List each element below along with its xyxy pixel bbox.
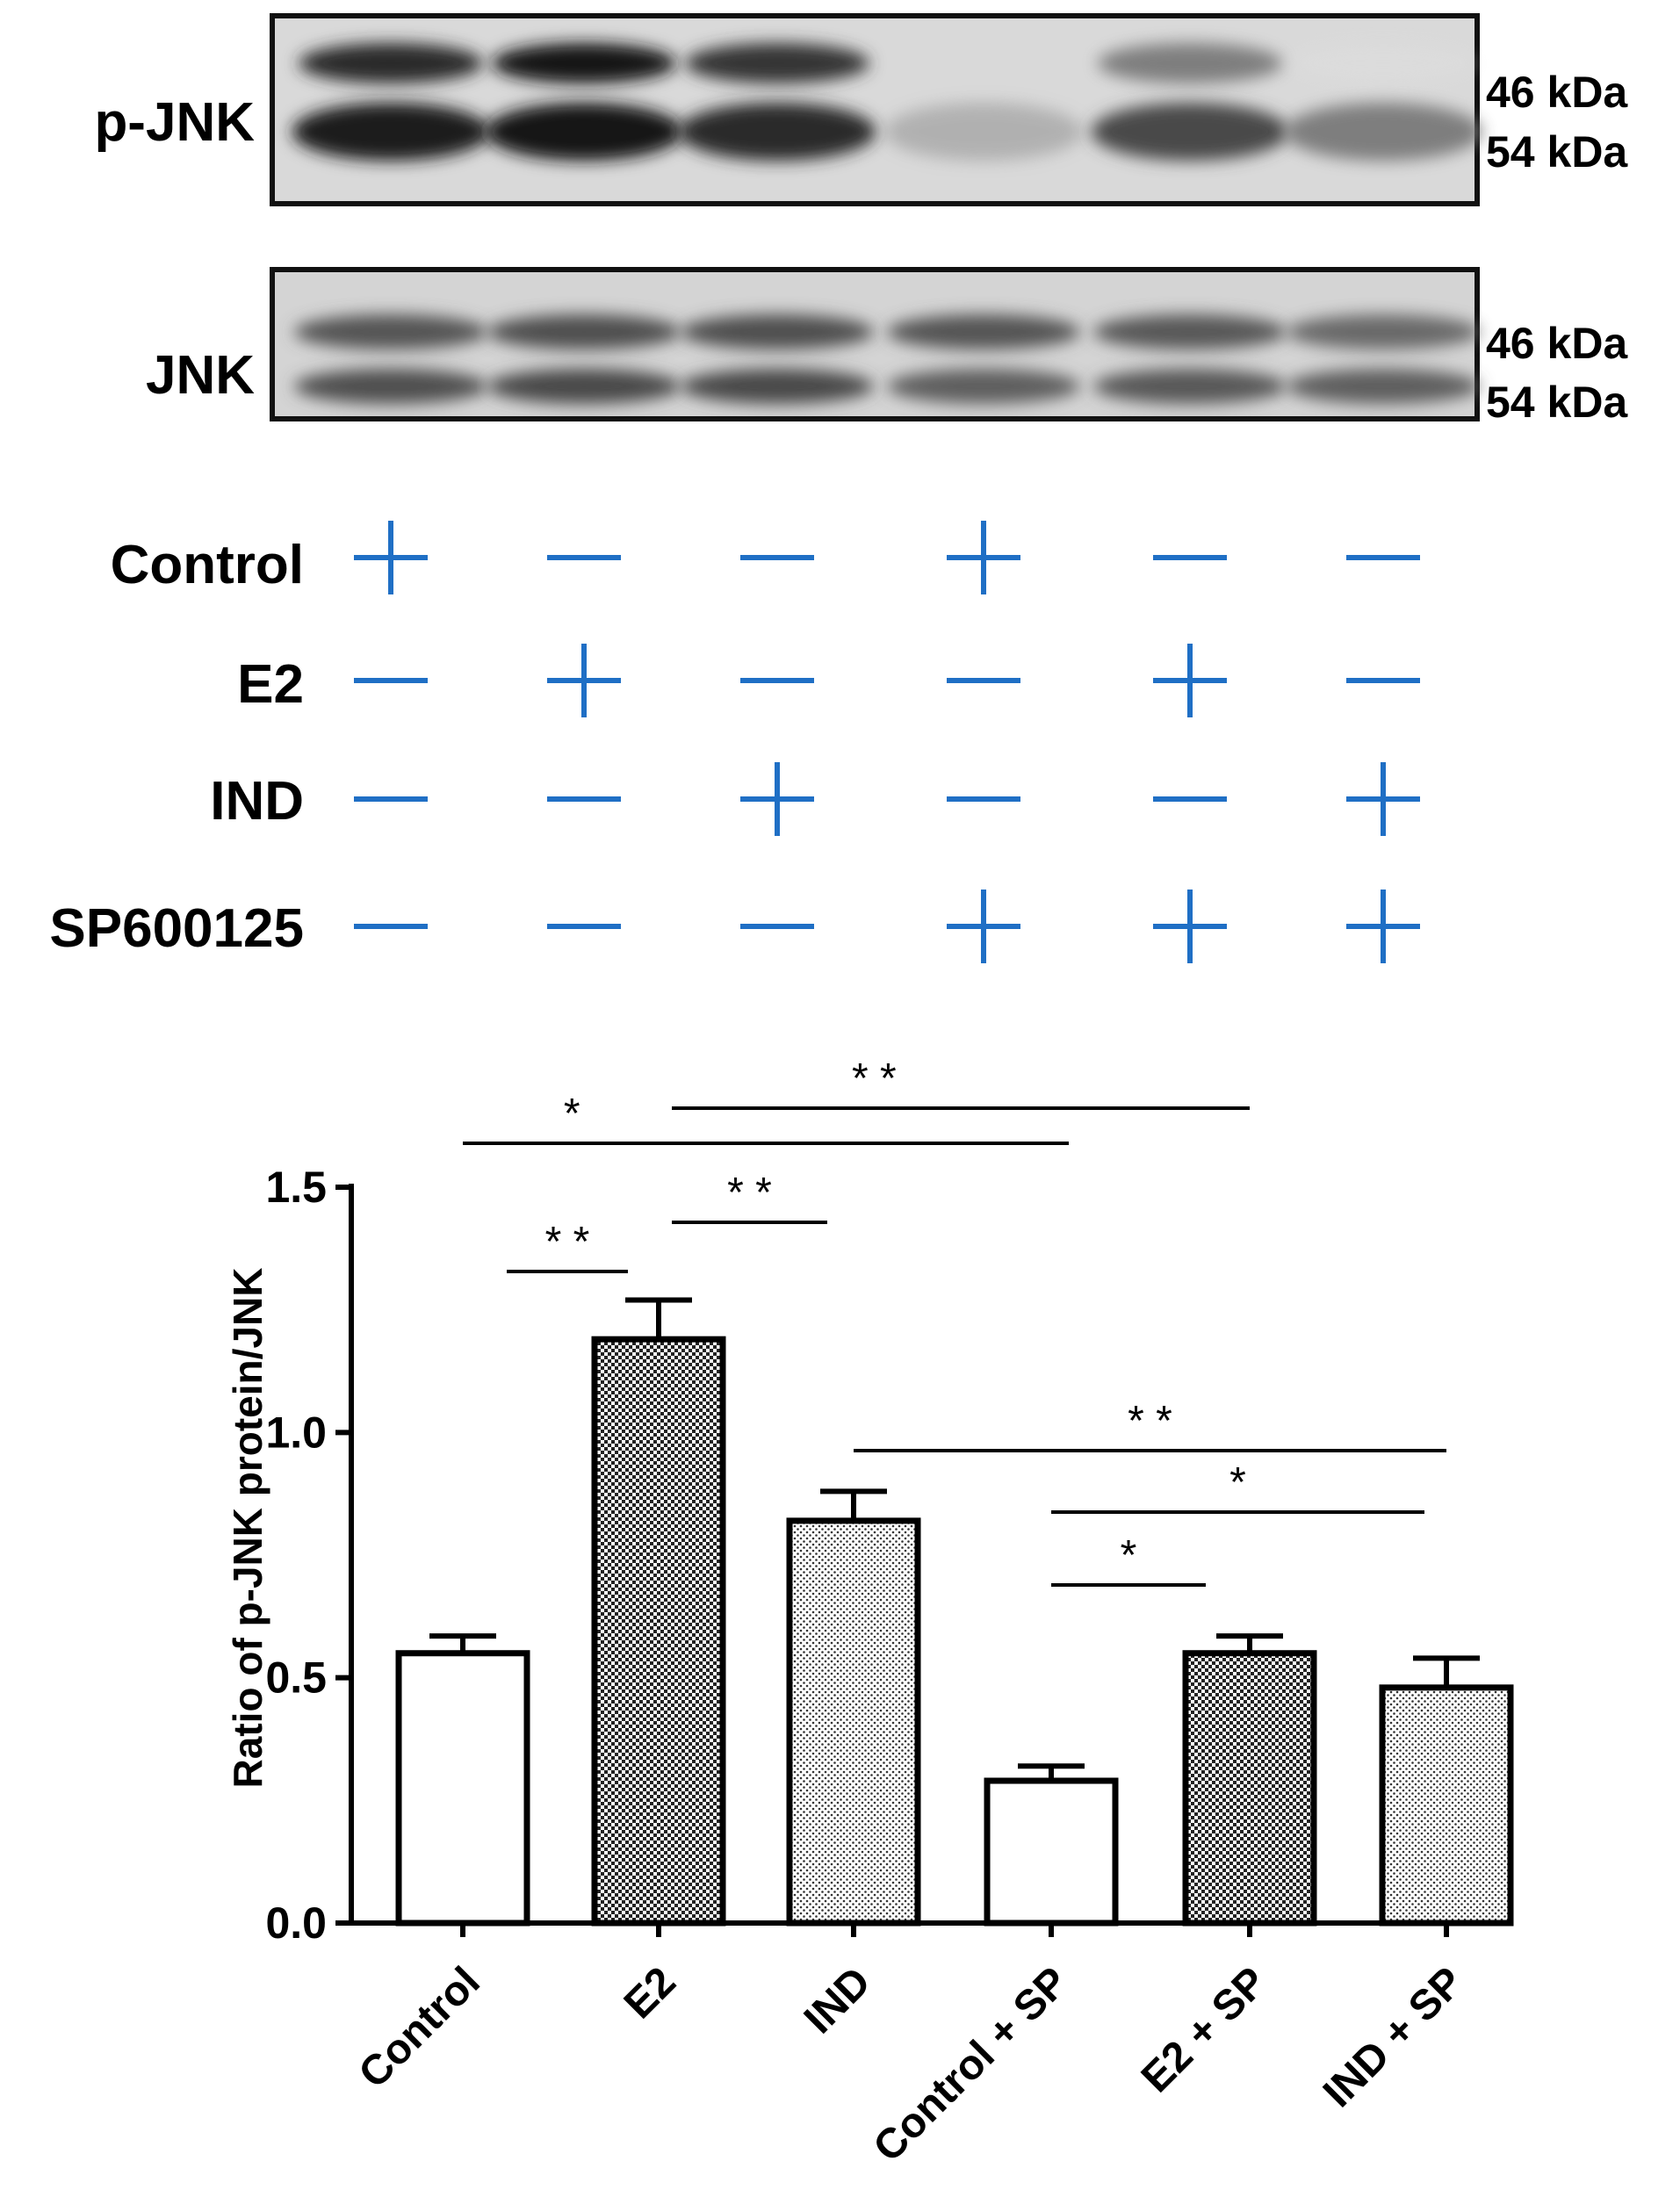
marker-54kda: 54 kDa — [1486, 127, 1628, 176]
marker-46kda: 46 kDa — [1486, 68, 1628, 117]
y-axis: 0.0 0.5 1.0 1.5 — [265, 1163, 354, 1948]
significance-label: * * — [1128, 1398, 1172, 1444]
bar — [1182, 1650, 1317, 1927]
significance-label: * — [1121, 1532, 1137, 1579]
plus-sign — [740, 762, 814, 836]
blot-label-jnk: JNK — [146, 345, 255, 406]
bar — [591, 1336, 726, 1927]
y-tick-label: 1.5 — [265, 1163, 327, 1212]
blot-band — [492, 43, 676, 83]
treatment-label-control: Control — [111, 535, 304, 595]
treatment-label-e2: E2 — [237, 654, 304, 715]
bars — [395, 1297, 1514, 1927]
y-tick-label: 0.5 — [265, 1653, 327, 1703]
blot-band — [485, 103, 683, 161]
significance-label: * — [564, 1091, 580, 1137]
significance-label: * * — [545, 1219, 590, 1265]
bar-chart: Ratio of p-JNK protein/JNK * * * * * * * * *… — [225, 1055, 1514, 2171]
blot-band — [1287, 369, 1480, 404]
bar — [395, 1650, 530, 1927]
y-tick-label: 0.0 — [265, 1898, 327, 1948]
plus-sign — [547, 644, 621, 717]
blot-bands — [292, 43, 1482, 161]
plus-sign — [1346, 890, 1420, 963]
blot-band — [294, 314, 487, 349]
blot-band — [294, 369, 487, 404]
blot-band — [1091, 103, 1289, 161]
blot-band — [299, 43, 483, 83]
western-blot: p-JNK 46 kDa 54 kDa JNK 46 kDa 54 kDa — [94, 13, 1628, 427]
plus-sign — [1153, 890, 1227, 963]
y-tick-label: 1.0 — [265, 1408, 327, 1457]
marker-54kda: 54 kDa — [1486, 378, 1628, 427]
blot-label-p-jnk: p-JNK — [94, 92, 255, 153]
plus-sign — [947, 521, 1020, 594]
blot-band — [887, 314, 1080, 349]
bar — [984, 1777, 1119, 1927]
blot-panel-p-jnk: p-JNK 46 kDa 54 kDa — [94, 13, 1628, 206]
marker-46kda: 46 kDa — [1486, 319, 1628, 368]
treatment-signs — [354, 521, 1420, 963]
blot-band — [487, 369, 681, 404]
treatment-matrix: Control E2 IND SP600125 — [49, 521, 1420, 963]
treatment-label-sp600125: SP600125 — [49, 898, 304, 959]
bar — [1379, 1684, 1514, 1927]
blot-band — [685, 43, 869, 83]
blot-band — [487, 314, 681, 349]
blot-frame — [270, 13, 1480, 206]
blot-band — [1093, 369, 1287, 404]
treatment-label-ind: IND — [210, 771, 304, 832]
blot-bands — [294, 314, 1480, 404]
x-tick-label: E2 — [616, 1958, 685, 2028]
blot-band — [884, 103, 1083, 161]
significance-label: * — [1229, 1459, 1246, 1506]
blot-band — [1284, 103, 1482, 161]
significance-annotations: * * * * * * * * * * * — [463, 1055, 1446, 1587]
bar — [786, 1517, 921, 1927]
blot-panel-jnk: JNK 46 kDa 54 kDa — [146, 267, 1628, 427]
plus-sign — [1153, 644, 1227, 717]
blot-band — [1093, 314, 1287, 349]
plus-sign — [354, 521, 428, 594]
x-tick-label: IND + SP — [1315, 1958, 1473, 2116]
x-tick-label: Control — [350, 1958, 489, 2097]
significance-label: * * — [852, 1055, 897, 1102]
blot-band — [1098, 43, 1282, 83]
plus-sign — [1346, 762, 1420, 836]
x-tick-label: E2 + SP — [1133, 1958, 1276, 2101]
significance-label: * * — [727, 1170, 772, 1216]
x-tick-label: IND — [796, 1958, 880, 2042]
blot-band — [1287, 314, 1480, 349]
blot-band — [292, 103, 490, 161]
plus-sign — [947, 890, 1020, 963]
blot-band — [887, 369, 1080, 404]
x-tick-label: Control + SP — [865, 1958, 1078, 2171]
blot-band — [681, 369, 874, 404]
blot-band — [1291, 43, 1475, 83]
blot-band — [678, 103, 876, 161]
blot-band — [681, 314, 874, 349]
y-axis-title: Ratio of p-JNK protein/JNK — [225, 1268, 270, 1789]
